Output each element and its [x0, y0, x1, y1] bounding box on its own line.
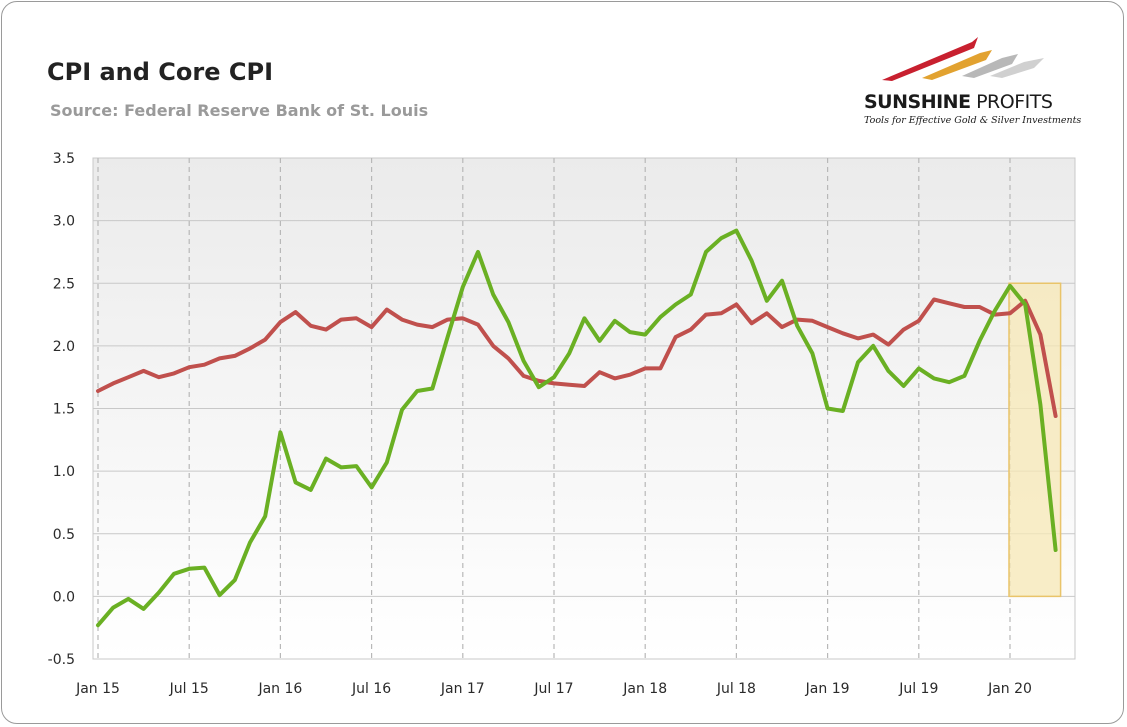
highlight-box: [1008, 282, 1062, 598]
y-tick-label: 2.0: [53, 339, 75, 355]
y-tick-label: 0.5: [53, 527, 75, 543]
x-tick-label: Jan 19: [805, 681, 850, 697]
x-tick-label: Jul 17: [533, 681, 573, 697]
core-cpi-line: [96, 297, 1058, 418]
sunshine-profits-logo: SUNSHINE PROFITS Tools for Effective Gol…: [852, 28, 1102, 138]
chart-subtitle: Source: Federal Reserve Bank of St. Loui…: [50, 101, 429, 120]
x-tick-label: Jul 16: [351, 681, 391, 697]
logo-name-regular: PROFITS: [970, 91, 1053, 113]
logo-swoosh-icon: [882, 37, 1044, 81]
x-tick-label: Jan 17: [440, 681, 485, 697]
x-tick-label: Jan 16: [257, 681, 302, 697]
cpi-line: [96, 228, 1058, 628]
y-tick-label: 1.0: [53, 464, 75, 480]
logo-tagline: Tools for Effective Gold & Silver Invest…: [864, 115, 1082, 126]
x-tick-label: Jan 20: [987, 681, 1032, 697]
x-tick-label: Jul 15: [169, 681, 209, 697]
x-tick-label: Jan 18: [622, 681, 667, 697]
y-tick-label: 2.5: [53, 276, 75, 292]
y-tick-label: 3.5: [53, 151, 75, 167]
x-tick-label: Jul 18: [716, 681, 756, 697]
logo-name-bold: SUNSHINE: [864, 91, 971, 113]
chart-title: CPI and Core CPI: [47, 58, 274, 86]
x-tick-label: Jul 19: [898, 681, 938, 697]
y-tick-label: -0.5: [48, 652, 75, 668]
y-tick-label: 0.0: [53, 589, 75, 605]
y-tick-label: 3.0: [53, 214, 75, 230]
y-tick-label: 1.5: [53, 402, 75, 418]
logo-name: SUNSHINE PROFITS: [864, 91, 1053, 113]
x-tick-label: Jan 15: [75, 681, 120, 697]
